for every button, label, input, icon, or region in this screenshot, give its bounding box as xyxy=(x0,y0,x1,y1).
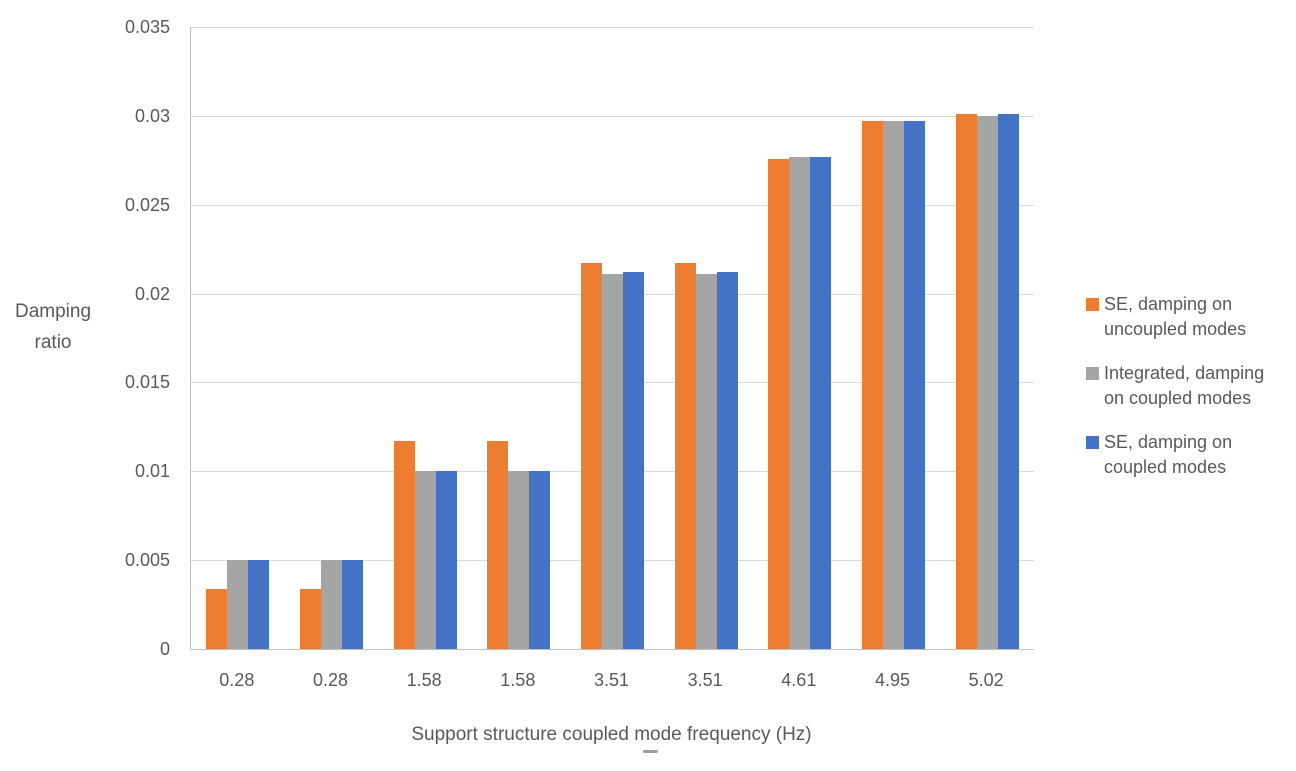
bar-series-2 xyxy=(882,121,904,649)
legend-label-line: uncoupled modes xyxy=(1104,319,1247,339)
x-axis-tick-label: 0.28 xyxy=(219,670,255,690)
legend-item: Integrated, damping on coupled modes xyxy=(1086,361,1292,411)
x-axis-tick-label: 5.02 xyxy=(968,670,1004,690)
bar-series-2 xyxy=(976,115,998,649)
bar-series-3 xyxy=(248,560,270,649)
y-axis-title: Damping ratio xyxy=(0,296,106,358)
bar-series-1 xyxy=(768,158,790,649)
y-axis-tick-label: 0.01 xyxy=(134,461,170,482)
bar-series-3 xyxy=(810,156,832,649)
bar-series-1 xyxy=(861,121,883,649)
y-axis-tick-label: 0.03 xyxy=(134,105,170,126)
y-axis-tick-label: 0 xyxy=(159,639,170,659)
bar-series-3 xyxy=(435,471,457,649)
y-axis-tick-label: 0.005 xyxy=(124,550,170,571)
legend-swatch-icon xyxy=(1086,436,1099,449)
bar-group xyxy=(472,27,566,649)
bar-series-1 xyxy=(580,263,602,649)
y-axis-title-line2: ratio xyxy=(34,332,72,353)
bar-series-3 xyxy=(903,121,925,649)
bar-group xyxy=(659,27,753,649)
bar-series-2 xyxy=(789,156,811,649)
x-axis-tick-label: 4.95 xyxy=(874,670,910,690)
legend-label: SE, damping on coupled modes xyxy=(1104,430,1232,480)
bar-series-3 xyxy=(997,114,1019,649)
legend-item: SE, damping on coupled modes xyxy=(1086,430,1292,480)
bar-series-1 xyxy=(955,114,977,649)
cropped-text-artifact xyxy=(643,750,658,753)
bar-series-1 xyxy=(674,263,696,649)
plot-area xyxy=(190,27,1034,650)
bar-series-3 xyxy=(716,272,738,649)
y-axis-tick-label: 0.035 xyxy=(124,17,170,37)
gridline xyxy=(191,204,1034,206)
bar-group xyxy=(191,27,285,649)
legend-swatch-icon xyxy=(1086,298,1099,311)
legend-label-line: SE, damping on xyxy=(1104,294,1233,314)
x-axis-title: Support structure coupled mode frequency… xyxy=(411,724,812,745)
bar-series-1 xyxy=(206,588,228,649)
bar-series-2 xyxy=(227,560,249,649)
bar-series-2 xyxy=(695,274,717,649)
y-axis-tick-label: 0.015 xyxy=(124,372,170,393)
x-axis-tick-label: 1.58 xyxy=(406,670,442,690)
x-axis-tick-label: 0.28 xyxy=(312,670,348,690)
bar-series-2 xyxy=(508,471,530,649)
x-axis-tick-label: 4.61 xyxy=(781,670,817,690)
bar-group xyxy=(285,27,379,649)
bar-group xyxy=(940,27,1034,649)
legend-label-line: coupled modes xyxy=(1104,457,1227,477)
bar-group xyxy=(753,27,847,649)
bar-group xyxy=(378,27,472,649)
x-axis-tick-label: 3.51 xyxy=(687,670,723,690)
bar-group xyxy=(566,27,660,649)
legend-label-line: Integrated, damping xyxy=(1104,363,1265,383)
bar-series-3 xyxy=(341,560,363,649)
legend: SE, damping on uncoupled modes Integrated,… xyxy=(1086,292,1292,499)
gridline xyxy=(191,115,1034,117)
legend-label: Integrated, damping on coupled modes xyxy=(1104,361,1264,411)
bar-group xyxy=(847,27,941,649)
bar-series-3 xyxy=(622,272,644,649)
gridline xyxy=(191,27,1034,28)
bar-series-1 xyxy=(299,588,321,649)
legend-label-line: SE, damping on xyxy=(1104,432,1233,452)
bar-series-1 xyxy=(393,441,415,649)
legend-item: SE, damping on uncoupled modes xyxy=(1086,292,1292,342)
bar-series-1 xyxy=(487,441,509,649)
bar-series-2 xyxy=(414,471,436,649)
bar-series-2 xyxy=(601,274,623,649)
legend-swatch-icon xyxy=(1086,367,1099,380)
legend-label: SE, damping on uncoupled modes xyxy=(1104,292,1246,342)
legend-label-line: on coupled modes xyxy=(1104,388,1252,408)
y-axis-tick-label: 0.02 xyxy=(134,283,170,304)
bar-series-2 xyxy=(320,560,342,649)
x-axis-tick-label: 1.58 xyxy=(500,670,536,690)
y-axis-tick-label: 0.025 xyxy=(124,194,170,215)
y-axis-title-line1: Damping xyxy=(14,301,92,322)
bar-series-3 xyxy=(529,471,551,649)
x-axis-tick-label: 3.51 xyxy=(593,670,629,690)
